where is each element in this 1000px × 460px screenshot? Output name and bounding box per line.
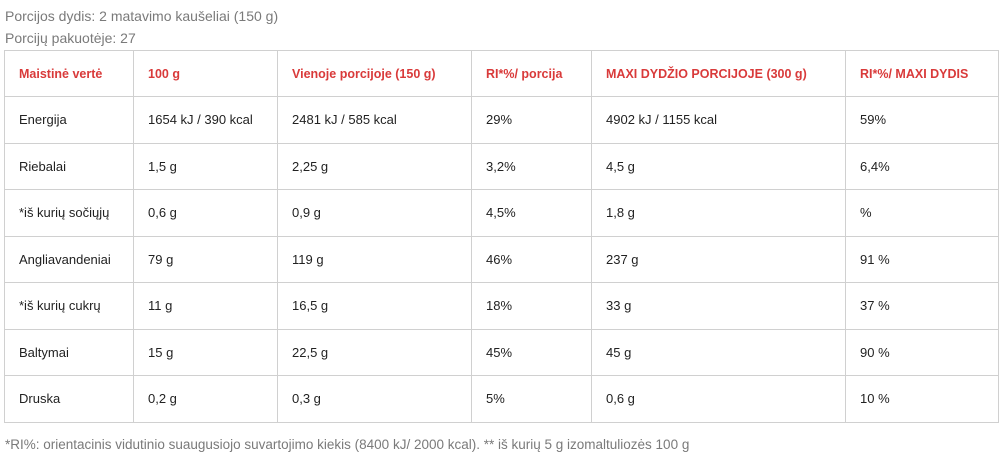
per-100g-cell: 15 g [133, 328, 278, 376]
per-100g-cell: 0,6 g [133, 189, 278, 237]
table-row: Angliavandeniai 79 g 119 g 46% 237 g 91 … [4, 235, 999, 283]
nutrient-cell: *iš kurių sočiųjų [4, 189, 134, 237]
per-serving-cell: 16,5 g [277, 282, 472, 330]
table-header-row: Maistinė vertė 100 g Vienoje porcijoje (… [4, 50, 999, 97]
per-serving-cell: 22,5 g [277, 328, 472, 376]
header-per-100g: 100 g [133, 50, 278, 97]
ri-maxi-cell: 59% [845, 96, 999, 144]
serving-size-text: Porcijos dydis: 2 matavimo kaušeliai (15… [5, 8, 279, 24]
table-row: Riebalai 1,5 g 2,25 g 3,2% 4,5 g 6,4% [4, 142, 999, 190]
per-100g-cell: 0,2 g [133, 375, 278, 423]
maxi-serving-cell: 237 g [591, 235, 846, 283]
header-ri-per-serving: RI*%/ porcija [471, 50, 592, 97]
maxi-serving-cell: 4,5 g [591, 142, 846, 190]
servings-per-pack-text: Porcijų pakuotėje: 27 [5, 30, 136, 46]
ri-maxi-cell: 10 % [845, 375, 999, 423]
ri-serving-cell: 18% [471, 282, 592, 330]
per-100g-cell: 11 g [133, 282, 278, 330]
maxi-serving-cell: 45 g [591, 328, 846, 376]
header-per-serving: Vienoje porcijoje (150 g) [277, 50, 472, 97]
ri-serving-cell: 5% [471, 375, 592, 423]
ri-serving-cell: 45% [471, 328, 592, 376]
table-row: Druska 0,2 g 0,3 g 5% 0,6 g 10 % [4, 375, 999, 423]
header-maxi-serving: MAXI DYDŽIO PORCIJOJE (300 g) [591, 50, 846, 97]
nutrition-table: Maistinė vertė 100 g Vienoje porcijoje (… [4, 50, 999, 423]
nutrient-cell: Angliavandeniai [4, 235, 134, 283]
ri-serving-cell: 29% [471, 96, 592, 144]
ri-maxi-cell: 37 % [845, 282, 999, 330]
nutrient-cell: Energija [4, 96, 134, 144]
ri-footnote: *RI%: orientacinis vidutinio suaugusiojo… [5, 437, 690, 452]
nutrient-cell: Riebalai [4, 142, 134, 190]
table-row: Baltymai 15 g 22,5 g 45% 45 g 90 % [4, 328, 999, 376]
ri-serving-cell: 4,5% [471, 189, 592, 237]
per-serving-cell: 119 g [277, 235, 472, 283]
table-row: *iš kurių sočiųjų 0,6 g 0,9 g 4,5% 1,8 g… [4, 189, 999, 237]
table-row: *iš kurių cukrų 11 g 16,5 g 18% 33 g 37 … [4, 282, 999, 330]
ri-maxi-cell: 6,4% [845, 142, 999, 190]
table-row: Energija 1654 kJ / 390 kcal 2481 kJ / 58… [4, 96, 999, 144]
maxi-serving-cell: 0,6 g [591, 375, 846, 423]
ri-maxi-cell: % [845, 189, 999, 237]
nutrient-cell: *iš kurių cukrų [4, 282, 134, 330]
per-serving-cell: 0,9 g [277, 189, 472, 237]
per-100g-cell: 79 g [133, 235, 278, 283]
nutrient-cell: Druska [4, 375, 134, 423]
maxi-serving-cell: 4902 kJ / 1155 kcal [591, 96, 846, 144]
ri-maxi-cell: 90 % [845, 328, 999, 376]
per-100g-cell: 1654 kJ / 390 kcal [133, 96, 278, 144]
per-100g-cell: 1,5 g [133, 142, 278, 190]
per-serving-cell: 2481 kJ / 585 kcal [277, 96, 472, 144]
nutrient-cell: Baltymai [4, 328, 134, 376]
per-serving-cell: 2,25 g [277, 142, 472, 190]
maxi-serving-cell: 33 g [591, 282, 846, 330]
maxi-serving-cell: 1,8 g [591, 189, 846, 237]
ri-serving-cell: 3,2% [471, 142, 592, 190]
per-serving-cell: 0,3 g [277, 375, 472, 423]
ri-maxi-cell: 91 % [845, 235, 999, 283]
ri-serving-cell: 46% [471, 235, 592, 283]
header-ri-maxi: RI*%/ MAXI DYDIS [845, 50, 999, 97]
header-nutrient: Maistinė vertė [4, 50, 134, 97]
